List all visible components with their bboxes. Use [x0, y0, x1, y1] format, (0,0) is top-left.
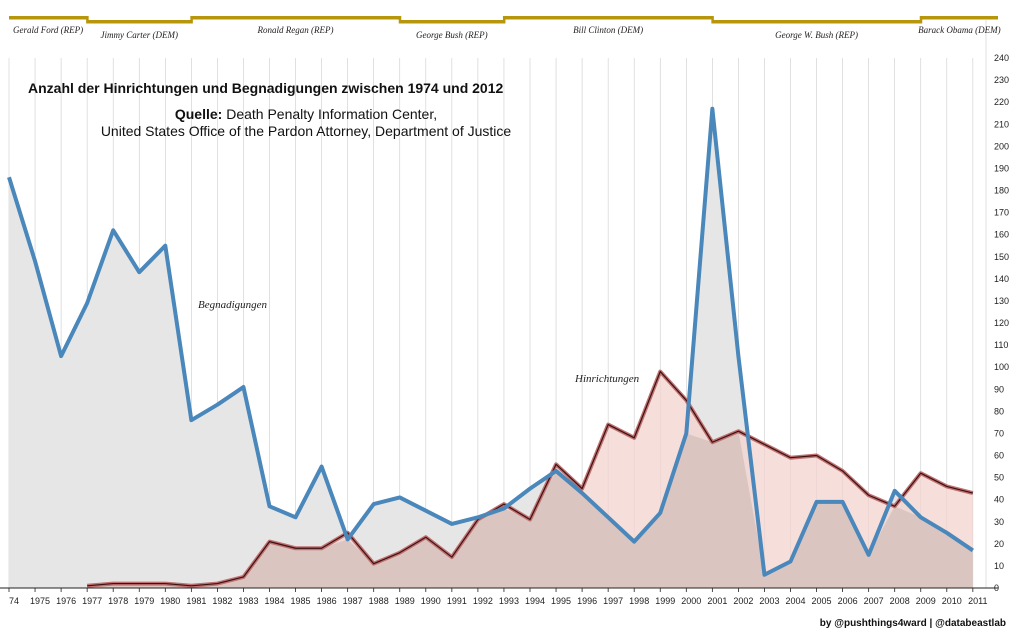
x-tick-label: 1999 [655, 596, 675, 606]
x-tick-label: 1993 [499, 596, 519, 606]
president-bar-join [919, 16, 923, 24]
annotations: Begnadigungen Hinrichtungen [198, 299, 640, 385]
chart-areas [9, 108, 973, 589]
y-tick-label: 80 [994, 406, 1004, 416]
president-bar [399, 20, 504, 24]
x-tick-label: 1977 [82, 596, 102, 606]
y-tick-label: 140 [994, 274, 1009, 284]
president-label: George Bush (REP) [416, 30, 488, 40]
president-label: Ronald Regan (REP) [257, 25, 334, 35]
president-bar-join [711, 16, 714, 24]
x-tick-label: 2009 [916, 596, 936, 606]
x-tick-label: 1994 [525, 596, 545, 606]
y-tick-label: 130 [994, 296, 1009, 306]
x-tick-label: 1976 [56, 596, 76, 606]
x-tick-label: 1979 [134, 596, 154, 606]
pardons-series-label: Begnadigungen [198, 299, 268, 311]
president-label: Gerald Ford (REP) [13, 25, 83, 35]
x-tick-label: 1988 [369, 596, 389, 606]
y-tick-label: 220 [994, 97, 1009, 107]
x-tick-label: 1992 [473, 596, 493, 606]
x-tick-label: 1984 [264, 596, 284, 606]
president-bar [920, 16, 998, 20]
y-tick-label: 180 [994, 186, 1009, 196]
president-bar [503, 16, 713, 20]
y-tick-label: 110 [994, 340, 1008, 350]
y-tick-label: 210 [994, 119, 1009, 129]
chart-title: Anzahl der Hinrichtungen und Begnadigung… [28, 80, 504, 96]
x-tick-label: 1990 [421, 596, 441, 606]
president-timeline: Gerald Ford (REP) Jimmy Carter (DEM) Ronal… [9, 16, 1001, 40]
president-label: Bill Clinton (DEM) [573, 25, 643, 35]
credit: by @pushthings4ward | @databeastlab [819, 618, 1006, 629]
source-label: Quelle: [174, 106, 223, 122]
x-tick-label: 74 [9, 596, 19, 606]
y-tick-label: 200 [994, 141, 1009, 151]
x-tick-label: 1982 [212, 596, 232, 606]
president-bar [712, 20, 921, 24]
x-tick-label: 1989 [395, 596, 415, 606]
president-bar-join [502, 16, 506, 24]
chart-source: Quelle: Death Penalty Information Center… [36, 106, 576, 140]
x-tick-label: 1995 [551, 596, 571, 606]
x-tick-label: 2005 [812, 596, 832, 606]
y-tick-label: 160 [994, 230, 1009, 240]
x-tick-label: 2011 [968, 596, 987, 606]
x-tick-label: 1997 [603, 596, 623, 606]
x-tick-label: 2008 [890, 596, 910, 606]
executions-series-label: Hinrichtungen [574, 373, 640, 385]
x-tick-label: 2002 [733, 596, 753, 606]
president-label: George W. Bush (REP) [775, 30, 858, 40]
x-tick-label: 2000 [681, 596, 701, 606]
president-bar-join [190, 16, 193, 24]
y-tick-label: 120 [994, 318, 1009, 328]
x-tick-label: 2006 [838, 596, 858, 606]
y-tick-label: 0 [994, 583, 999, 593]
y-tick-label: 170 [994, 208, 1009, 218]
y-tick-label: 100 [994, 362, 1009, 372]
x-tick-label: 2001 [707, 596, 727, 606]
president-label: Barack Obama (DEM) [918, 25, 1000, 35]
y-tick-label: 150 [994, 252, 1009, 262]
x-tick-label: 2007 [864, 596, 884, 606]
pardons-line [7, 106, 974, 577]
president-bar [191, 16, 400, 20]
x-tick-label: 1998 [629, 596, 649, 606]
president-label: Jimmy Carter (DEM) [101, 30, 178, 40]
president-bar-join [398, 16, 402, 24]
x-tick-label: 2003 [759, 596, 779, 606]
president-bar [9, 16, 88, 20]
source-line-1: Death Penalty Information Center, [226, 106, 438, 122]
x-tick-label: 1981 [186, 596, 206, 606]
chart-lines [7, 106, 974, 588]
x-tick-label: 1980 [160, 596, 180, 606]
x-tick-label: 2004 [785, 596, 805, 606]
y-tick-label: 20 [994, 539, 1004, 549]
x-tick-label: 1987 [343, 596, 363, 606]
source-line-2: United States Office of the Pardon Attor… [100, 123, 512, 139]
x-tick-label: 1983 [238, 596, 258, 606]
y-tick-label: 230 [994, 75, 1009, 85]
y-tick-label: 90 [994, 384, 1004, 394]
y-tick-label: 240 [994, 53, 1009, 63]
y-tick-label: 50 [994, 473, 1004, 483]
y-tick-label: 70 [994, 428, 1004, 438]
y-tick-label: 10 [994, 561, 1004, 571]
y-axis: 0 10 20 30 40 50 60 70 80 90 100 110 120 130 140 150 160… [994, 53, 1009, 593]
x-tick-label: 1986 [317, 596, 337, 606]
y-tick-label: 40 [994, 495, 1004, 505]
president-bar-join [86, 16, 89, 24]
x-tick-label: 1985 [291, 596, 311, 606]
x-tick-label: 2010 [942, 596, 962, 606]
y-tick-label: 190 [994, 163, 1009, 173]
x-tick-label: 1991 [447, 596, 467, 606]
x-axis: 74 1975 1976 1977 1978 1979 1980 1981 1982 1983 19… [0, 587, 998, 606]
y-tick-label: 30 [994, 517, 1004, 527]
x-tick-label: 1996 [577, 596, 597, 606]
x-tick-label: 1978 [108, 596, 128, 606]
x-tick-label: 1975 [30, 596, 50, 606]
president-bar [87, 20, 192, 24]
y-tick-label: 60 [994, 451, 1004, 461]
